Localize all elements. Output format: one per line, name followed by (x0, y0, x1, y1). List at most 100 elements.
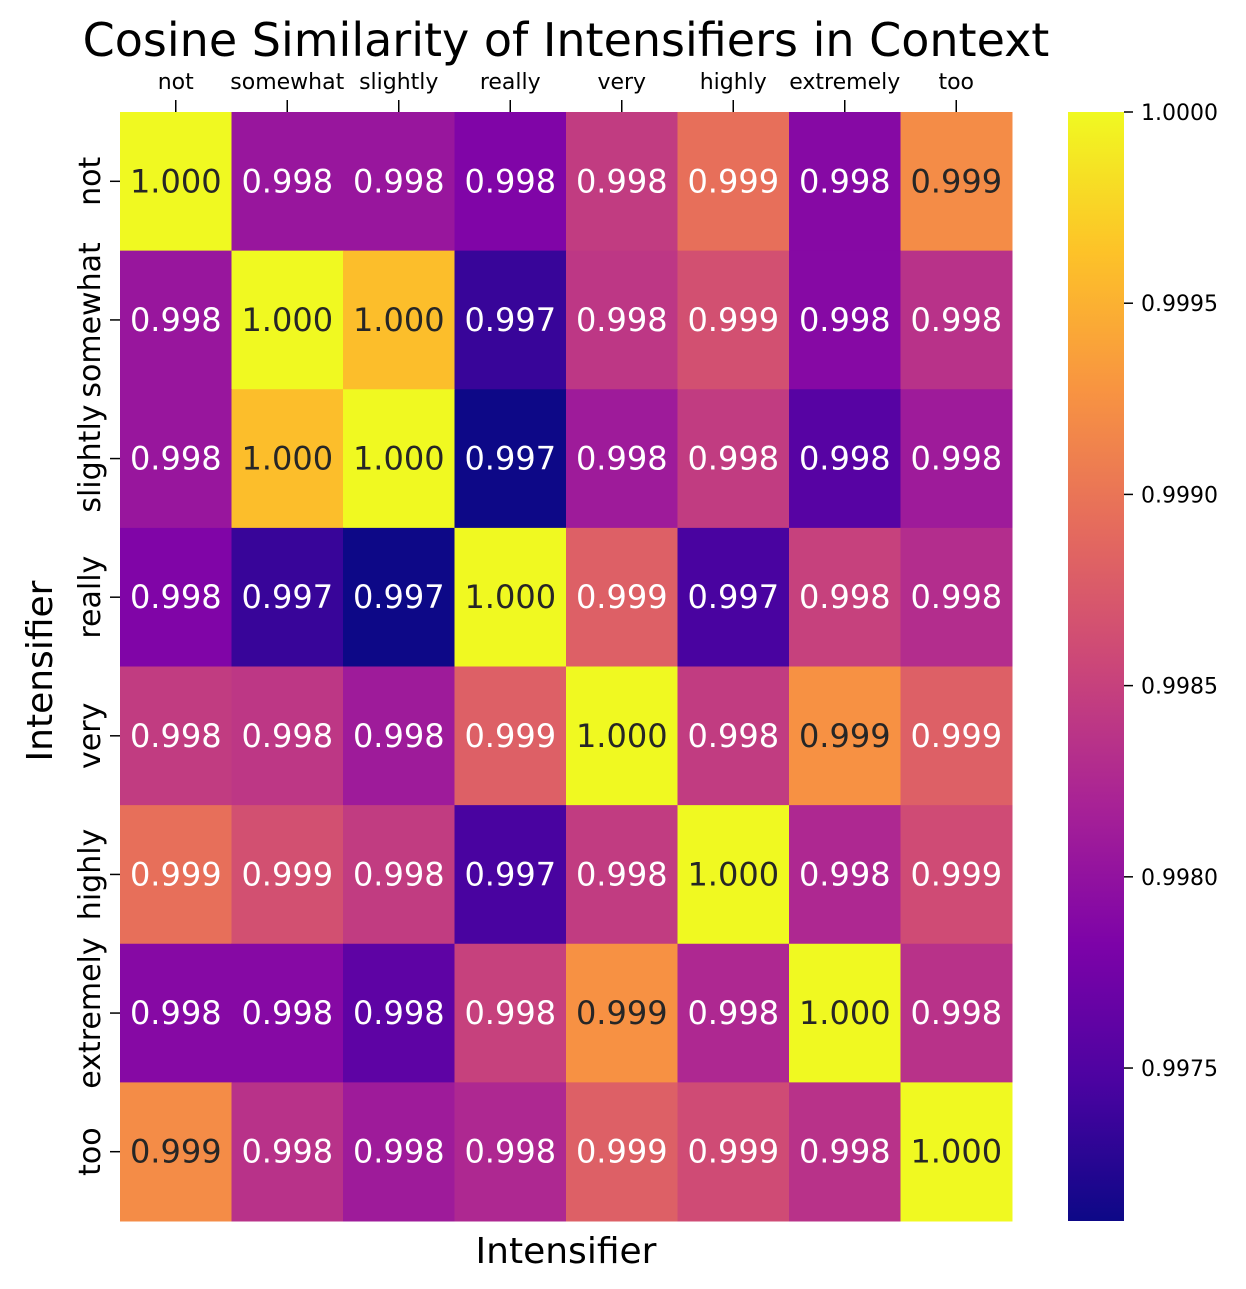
heatmap-cell (677, 389, 790, 529)
heatmap-cell (789, 1082, 901, 1222)
heatmap-cell (900, 943, 1013, 1083)
colorbar-gradient (1068, 112, 1124, 1221)
heatmap-cell (120, 805, 232, 945)
heatmap-cell (677, 250, 790, 390)
heatmap-cell (120, 250, 232, 390)
heatmap-cell (120, 527, 232, 667)
heatmap-cells (120, 112, 1013, 1222)
cell-annotation: 0.998 (130, 301, 222, 339)
cell-annotation: 0.999 (687, 1133, 779, 1171)
cell-annotation: 0.998 (799, 301, 891, 339)
heatmap-cell (789, 943, 901, 1083)
cell-annotation: 0.999 (910, 162, 1002, 200)
heatmap-cell (566, 1082, 678, 1222)
cell-annotation: 0.999 (576, 1133, 668, 1171)
heatmap-cell (343, 250, 455, 390)
cell-annotation: 0.998 (576, 440, 668, 478)
cell-annotation: 0.998 (130, 994, 222, 1032)
heatmap-cell (454, 250, 567, 390)
y-tick-label: extremely (73, 937, 108, 1088)
heatmap-cell (677, 805, 790, 945)
x-tick-label: slightly (359, 70, 438, 95)
cell-annotation: 0.998 (910, 440, 1002, 478)
heatmap-cell (454, 943, 567, 1083)
heatmap-cell (677, 112, 790, 252)
cell-annotation: 0.997 (353, 578, 445, 616)
cell-annotation: 1.000 (241, 301, 333, 339)
y-tick-label: too (73, 1127, 108, 1175)
heatmap-cell (343, 943, 455, 1083)
heatmap-cell (789, 389, 901, 529)
heatmap-cell (566, 666, 678, 806)
cell-annotation: 0.998 (130, 717, 222, 755)
heatmap-cell (231, 666, 344, 806)
heatmap-cell (789, 250, 901, 390)
y-tick-label: very (73, 703, 108, 769)
cell-annotation: 0.998 (241, 162, 333, 200)
cell-annotation: 0.997 (241, 578, 333, 616)
cell-annotation: 0.998 (130, 440, 222, 478)
cell-annotation: 0.998 (576, 855, 668, 893)
cell-annotation: 0.999 (241, 855, 333, 893)
cell-annotation: 0.997 (464, 855, 556, 893)
cell-annotation: 1.000 (576, 717, 668, 755)
heatmap-cell (343, 389, 455, 529)
cell-annotation: 0.999 (130, 1133, 222, 1171)
cell-annotation: 0.998 (353, 717, 445, 755)
colorbar-tick-label: 0.9995 (1141, 292, 1218, 317)
heatmap-cell (677, 666, 790, 806)
cell-annotation: 1.000 (241, 440, 333, 478)
heatmap-cell (900, 666, 1013, 806)
cell-annotation: 0.998 (910, 301, 1002, 339)
heatmap-cell (566, 250, 678, 390)
cell-annotation: 0.999 (576, 578, 668, 616)
heatmap-cell (231, 527, 344, 667)
cell-annotation: 1.000 (353, 440, 445, 478)
colorbar-tick-label: 1.0000 (1141, 101, 1218, 126)
heatmap-cell (231, 389, 344, 529)
heatmap-cell (566, 943, 678, 1083)
cell-annotation: 0.998 (576, 162, 668, 200)
cell-annotation: 1.000 (687, 855, 779, 893)
heatmap-cell (120, 666, 232, 806)
heatmap-cell (454, 805, 567, 945)
cell-annotation: 0.999 (910, 855, 1002, 893)
heatmap-cell (231, 250, 344, 390)
heatmap-cell (566, 805, 678, 945)
cell-annotation: 0.999 (687, 301, 779, 339)
heatmap-cell (343, 112, 455, 252)
x-tick-label: somewhat (230, 70, 344, 95)
heatmap-cell (454, 112, 567, 252)
cell-annotation: 0.998 (241, 994, 333, 1032)
heatmap-annotations: 1.000 0.998 0.998 0.998 0.998 0.999 0.998 0.999… (130, 162, 1002, 1170)
heatmap-cell (343, 527, 455, 667)
y-tick-label: highly (73, 829, 108, 921)
heatmap-cell (454, 527, 567, 667)
heatmap-cell (343, 805, 455, 945)
cell-annotation: 0.998 (687, 440, 779, 478)
cell-annotation: 0.998 (799, 855, 891, 893)
heatmap-cell (231, 805, 344, 945)
x-tick-label: highly (700, 70, 767, 95)
x-tick-label: very (597, 70, 646, 95)
cell-annotation: 0.998 (910, 578, 1002, 616)
heatmap-cell (454, 1082, 567, 1222)
x-tick-label: extremely (789, 70, 900, 95)
heatmap-cell (120, 112, 232, 252)
cell-annotation: 0.998 (799, 162, 891, 200)
x-tick-label: really (480, 70, 541, 95)
heatmap-cell (789, 666, 901, 806)
heatmap-cell (789, 805, 901, 945)
heatmap-cell (789, 527, 901, 667)
cell-annotation: 0.998 (576, 301, 668, 339)
y-axis: not somewhat slightly really very highly extre… (73, 157, 120, 1176)
y-tick-label: slightly (73, 404, 108, 512)
cell-annotation: 0.998 (687, 994, 779, 1032)
heatmap-cell (454, 666, 567, 806)
heatmap-cell (120, 943, 232, 1083)
cell-annotation: 0.998 (464, 994, 556, 1032)
heatmap-cell (677, 527, 790, 667)
cell-annotation: 0.999 (910, 717, 1002, 755)
cell-annotation: 0.997 (687, 578, 779, 616)
heatmap-cell (789, 112, 901, 252)
